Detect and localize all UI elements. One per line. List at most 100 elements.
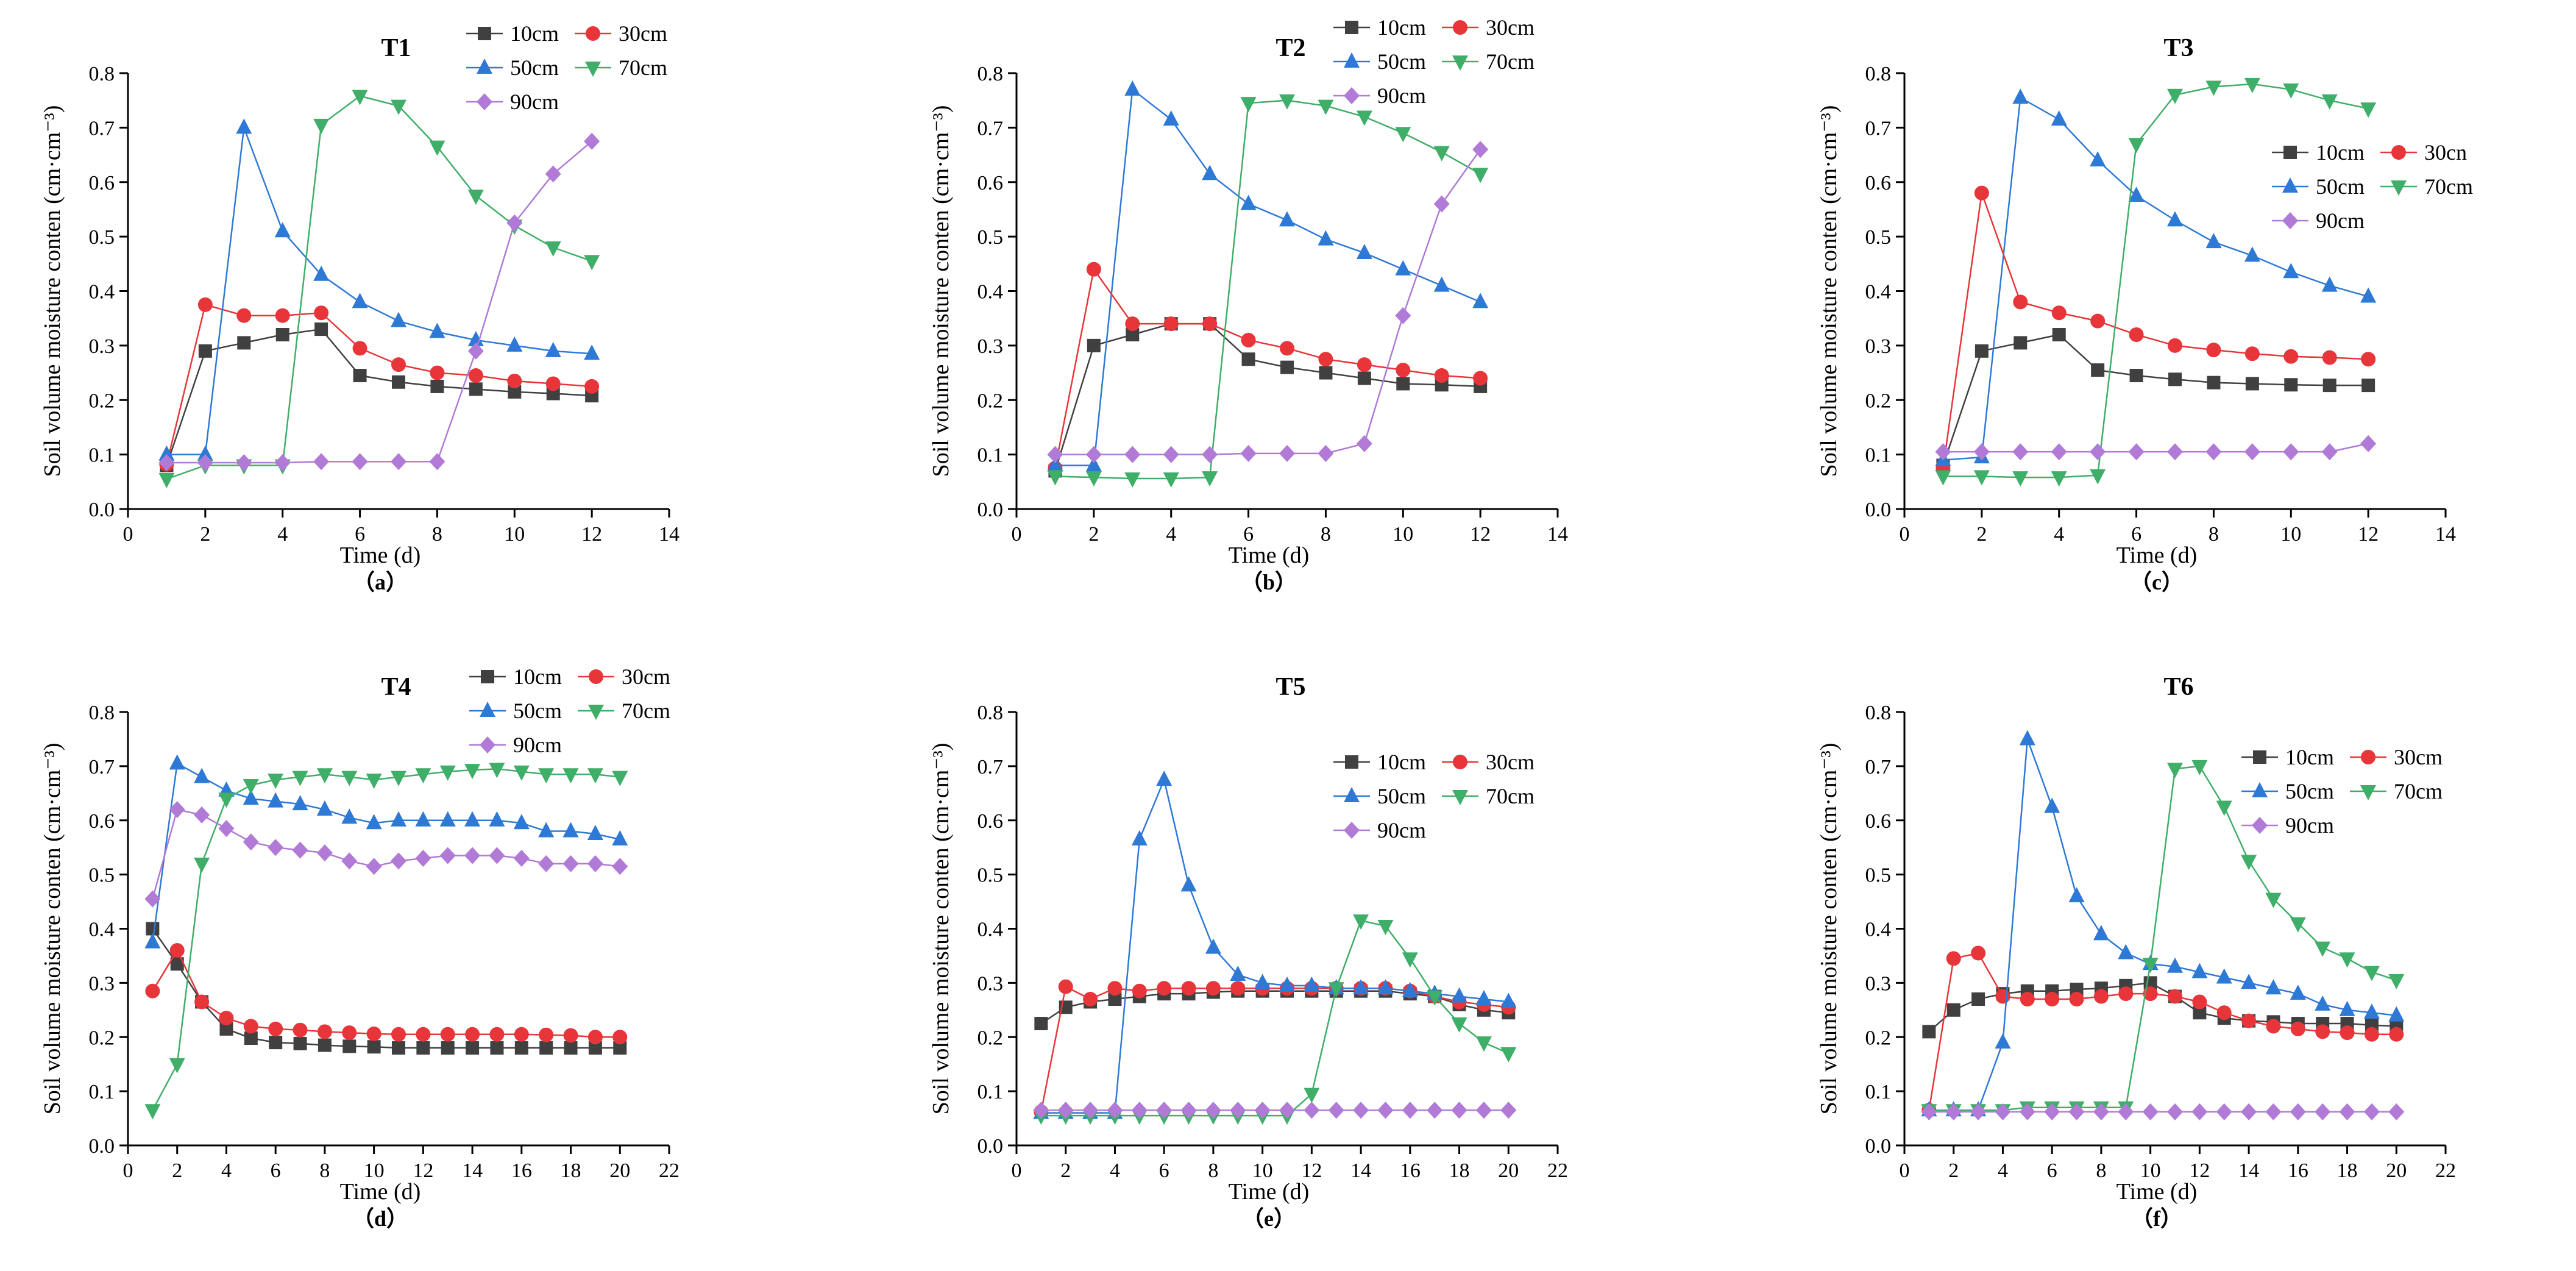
data-point [1318,230,1334,246]
data-point [1241,352,1255,366]
data-point [2020,992,2035,1007]
data-point [1434,368,1449,383]
data-point [366,774,382,789]
data-point [293,1036,307,1050]
data-point [588,1041,602,1055]
series-line [152,808,620,899]
data-point [1205,1102,1221,1119]
data-point [341,808,358,824]
data-point [268,774,284,789]
panel-caption: （c） [2130,570,2184,594]
y-tick-label: 0.7 [978,756,1004,778]
legend-marker [477,59,492,74]
data-point [2216,800,2232,816]
legend-marker [1344,52,1360,68]
x-tick-label: 6 [355,523,365,546]
data-point [366,814,382,830]
x-tick-label: 2 [1948,1159,1959,1182]
data-point [415,811,431,827]
legend-item-70cm: 70cm [575,55,667,80]
data-point [391,1027,406,1042]
x-tick-label: 6 [2131,523,2141,546]
data-point [1205,981,1221,996]
data-point [1241,332,1256,347]
legend: 10cm 30cn 50cm 70cm 90cm [2272,140,2473,233]
data-point [1396,363,1411,378]
legend-item-10cm: 10cm [2272,140,2365,165]
data-point [1180,1102,1197,1119]
data-point [2090,469,2106,485]
x-tick-label: 20 [1498,1159,1519,1182]
chart-panel-2: 0 2 4 6 8 10 12 14 0.0 0.1 0.2 0.3 0.4 0.5 0.6 0.7 0.8 Ti… [928,15,1568,594]
data-point [1475,1102,1492,1119]
legend-marker [588,705,604,720]
x-tick-label: 18 [2337,1159,2358,1182]
data-point [440,1027,455,1042]
data-point [275,328,289,341]
data-point [1280,341,1294,356]
data-point [2090,151,2106,166]
x-tick-label: 6 [1243,523,1254,546]
chart-title: T2 [1276,34,1305,62]
x-tick-label: 4 [1166,523,1176,546]
x-tick-label: 0 [1900,1159,1910,1182]
series-line [1929,739,2397,1111]
series-line [1055,149,1481,455]
data-point [341,852,358,870]
data-point [1132,983,1147,999]
legend-marker [481,670,494,683]
legend-label: 10cm [510,21,559,46]
data-point [1125,316,1140,332]
data-point [219,1011,234,1026]
legend-label: 70cm [1486,784,1535,808]
data-point [1427,990,1443,1006]
legend-marker [2252,782,2268,797]
data-point [1157,981,1172,996]
data-point [2244,443,2260,461]
data-point [1971,992,1985,1006]
data-point [1304,976,1320,992]
y-tick-label: 0.2 [978,390,1004,412]
data-point [2052,328,2066,341]
x-tick-label: 12 [1301,1159,1322,1182]
data-point [2014,336,2028,350]
x-tick-label: 20 [609,1159,630,1182]
x-tick-label: 10 [1393,523,1413,546]
series-50cm [144,754,628,949]
data-point [236,454,252,472]
y-tick-label: 0.2 [89,1027,115,1049]
data-point [587,824,603,840]
data-point [2167,1103,2183,1120]
data-point [1087,338,1101,352]
data-point [292,841,308,859]
data-point [2244,246,2260,262]
chart-title: T1 [381,34,411,62]
data-point [545,165,561,183]
data-point [2290,984,2306,1000]
data-point [2241,1103,2257,1120]
data-point [464,847,481,864]
data-point [2013,294,2028,310]
data-point [1318,444,1334,462]
chart-panel-5: 0 2 4 6 8 10 12 14 16 18 20 22 0.0 0.1 0.2 0.3 0.4 0.5 0.6… [928,673,1568,1231]
legend-marker [2391,145,2406,160]
chart-title: T5 [1276,673,1305,701]
y-tick-label: 0.6 [89,810,115,833]
series-50cm [1935,88,2377,466]
series-line [152,768,620,1111]
data-point [1402,1102,1418,1119]
data-point [392,1041,405,1055]
legend-label: 70cm [1486,49,1535,74]
data-point [1240,97,1257,113]
legend-marker [1344,787,1360,802]
panel-caption: （a） [353,570,408,594]
data-point [352,341,367,356]
data-point [1254,974,1271,989]
series-line [1943,96,2369,461]
legend-label: 30cm [1486,750,1535,774]
legend-item-10cm: 10cm [466,21,559,46]
legend-marker [589,669,603,684]
data-point [2012,443,2029,461]
data-point [1357,371,1371,385]
data-point [1033,1102,1049,1119]
